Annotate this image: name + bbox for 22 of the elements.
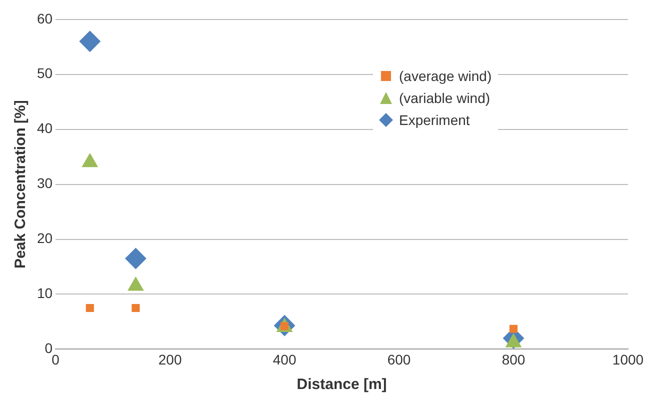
legend-label: Experiment [399, 112, 470, 128]
x-tick-label: 400 [272, 351, 296, 368]
x-tick-label: 1000 [612, 351, 644, 368]
point [86, 304, 94, 312]
y-axis-title: Peak Concentration [%] [12, 100, 30, 268]
y-tick-label: 50 [36, 65, 53, 82]
y-tick-label: 60 [36, 10, 53, 26]
y-tick-label: 0 [44, 340, 53, 356]
y-tick-label: 40 [36, 120, 53, 136]
point [132, 304, 140, 312]
point [125, 248, 146, 270]
x-tick-label: 200 [158, 351, 182, 368]
point [79, 30, 100, 52]
x-tick-label: 800 [502, 351, 526, 368]
x-tick-label: 600 [387, 351, 411, 368]
y-tick-label: 30 [36, 175, 53, 192]
legend-label: (average wind) [399, 68, 492, 84]
x-axis-title: Distance [m] [296, 376, 387, 394]
y-tick-label: 10 [36, 285, 53, 302]
y-tick-label: 20 [36, 230, 53, 246]
legend-label: (variable wind) [399, 90, 490, 106]
point [509, 324, 518, 333]
